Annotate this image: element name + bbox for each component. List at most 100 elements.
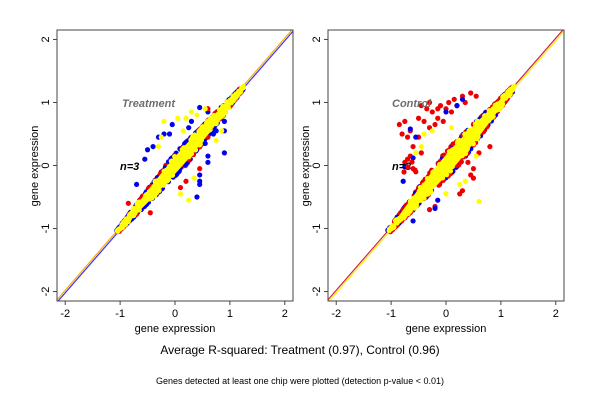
yellow-point xyxy=(429,128,435,134)
blue-point xyxy=(194,194,200,200)
yellow-point xyxy=(146,188,152,195)
x-tick-label: -2 xyxy=(331,308,341,320)
yellow-point xyxy=(189,140,195,146)
blue-point xyxy=(133,181,140,188)
red-point xyxy=(183,178,189,184)
yellow-point xyxy=(431,182,437,188)
blue-point xyxy=(197,104,203,111)
x-tick-label: -1 xyxy=(386,308,396,320)
yellow-point xyxy=(451,153,458,159)
yellow-point xyxy=(161,168,167,174)
yellow-point xyxy=(175,115,181,121)
yellow-point xyxy=(458,143,465,149)
yellow-point xyxy=(462,178,468,184)
blue-point xyxy=(197,178,203,184)
yellow-point xyxy=(198,137,204,144)
r-squared-summary: Average R-squared: Treatment (0.97), Con… xyxy=(160,343,440,357)
yellow-point xyxy=(486,108,492,114)
detection-note: Genes detected at least one chip were pl… xyxy=(156,376,444,386)
yellow-point xyxy=(421,182,427,188)
yellow-point xyxy=(147,195,153,201)
yellow-point xyxy=(166,163,172,170)
y-tick-label: 0 xyxy=(40,162,52,168)
yellow-point xyxy=(220,111,227,117)
yellow-point xyxy=(197,142,203,148)
yellow-point xyxy=(216,115,222,121)
blue-point xyxy=(407,126,413,132)
yellow-point xyxy=(186,197,192,203)
y-tick-label: 1 xyxy=(311,99,323,105)
y-tick-label: 2 xyxy=(311,36,323,42)
yellow-point xyxy=(437,175,443,181)
red-point xyxy=(465,159,471,165)
yellow-point xyxy=(181,150,187,156)
red-point xyxy=(404,134,411,140)
yellow-point xyxy=(508,87,514,94)
red-point xyxy=(177,184,184,191)
sample-count-label: n=3 xyxy=(392,161,411,173)
yellow-point xyxy=(475,132,481,138)
yellow-point xyxy=(402,213,408,219)
treatment-panel: -2 -1 0 1 2 -2 -1 0 1 2 Treatment n=3 gene expre… xyxy=(29,29,294,335)
yellow-point xyxy=(136,202,142,208)
blue-point xyxy=(459,96,466,102)
yellow-point xyxy=(219,128,225,134)
x-axis-label: gene expression xyxy=(406,323,487,335)
yellow-point xyxy=(177,191,184,197)
red-point xyxy=(429,109,435,115)
blue-point xyxy=(454,103,460,109)
y-tick-label: -1 xyxy=(311,224,323,234)
yellow-point xyxy=(227,97,233,103)
yellow-point xyxy=(389,224,395,230)
blue-point xyxy=(435,197,441,203)
yellow-point xyxy=(192,147,199,153)
yellow-point xyxy=(188,109,195,115)
blue-point xyxy=(186,125,192,131)
yellow-point xyxy=(169,172,176,178)
yellow-point xyxy=(490,113,496,119)
yellow-point xyxy=(426,188,432,195)
yellow-point xyxy=(394,220,400,226)
yellow-point xyxy=(203,124,209,130)
red-point xyxy=(404,156,411,162)
x-tick-label: 2 xyxy=(282,308,288,320)
yellow-point xyxy=(161,118,167,124)
blue-point xyxy=(213,128,219,134)
yellow-point xyxy=(195,133,201,139)
cloud-edge-point xyxy=(458,159,464,165)
yellow-point xyxy=(467,135,473,141)
yellow-point xyxy=(185,145,191,152)
yellow-point xyxy=(418,143,424,150)
blue-point xyxy=(410,155,416,161)
x-tick-label: 0 xyxy=(172,308,178,320)
red-point xyxy=(147,210,153,216)
yellow-point xyxy=(222,104,228,111)
red-point xyxy=(418,150,424,156)
blue-point xyxy=(221,150,227,156)
yellow-point xyxy=(407,207,413,213)
yellow-point xyxy=(430,169,436,176)
red-point xyxy=(399,131,405,137)
red-point xyxy=(448,109,455,115)
yellow-point xyxy=(470,141,476,147)
yellow-point xyxy=(191,136,198,142)
yellow-point xyxy=(473,153,479,159)
yellow-point xyxy=(460,138,467,144)
blue-point xyxy=(188,118,195,124)
yellow-point xyxy=(165,177,171,184)
yellow-point xyxy=(457,149,463,156)
blue-point xyxy=(221,118,227,124)
yellow-point xyxy=(438,162,445,168)
red-point xyxy=(410,143,416,150)
yellow-point xyxy=(152,188,158,195)
yellow-point xyxy=(476,198,482,205)
blue-point xyxy=(432,205,438,211)
yellow-point xyxy=(180,128,186,134)
y-tick-label: -1 xyxy=(40,224,52,234)
blue-point xyxy=(197,172,203,178)
red-point xyxy=(432,121,438,128)
yellow-point xyxy=(457,181,463,188)
red-point xyxy=(446,99,452,106)
red-point xyxy=(415,115,422,121)
